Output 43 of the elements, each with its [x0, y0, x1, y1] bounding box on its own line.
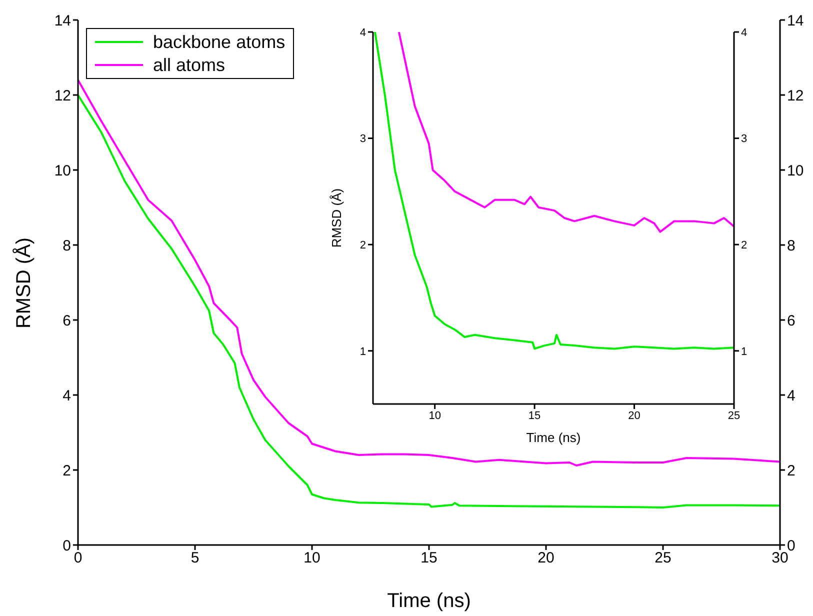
y2-tick-label: 4 [741, 26, 748, 39]
y2-tick-label: 3 [741, 133, 748, 146]
y2-tick-label: 8 [787, 237, 796, 254]
y-tick-label: 2 [62, 462, 71, 480]
y-tick-label: 3 [360, 133, 366, 146]
y2-tick-label: 14 [787, 12, 804, 30]
y-tick-label: 2 [360, 239, 366, 252]
x-tick-label: 10 [428, 410, 441, 422]
y2-tick-label: 1 [741, 346, 748, 358]
x-tick-label: 30 [772, 550, 788, 567]
y-tick-label: 4 [360, 26, 366, 39]
x-tick-label: 20 [628, 410, 640, 422]
x-axis-title: Time (ns) [387, 589, 471, 613]
y2-tick-label: 2 [787, 462, 796, 480]
line-series [374, 32, 734, 350]
x-tick-label: 20 [538, 550, 554, 567]
y-tick-label: 4 [62, 387, 71, 404]
y2-tick-label: 2 [741, 239, 748, 252]
x-tick-label: 10 [304, 550, 320, 567]
x-tick-label: 25 [654, 550, 672, 567]
x-tick-label: 25 [728, 410, 740, 422]
x-tick-label: 15 [420, 550, 438, 567]
y-axis-title: RMSD (Å) [12, 236, 36, 328]
x-axis-title: Time (ns) [526, 430, 581, 446]
y-tick-label: 12 [54, 87, 71, 104]
x-tick-label: 0 [74, 550, 82, 567]
y-tick-label: 8 [62, 237, 71, 254]
x-tick-label: 5 [190, 550, 200, 567]
y-tick-label: 1 [360, 346, 366, 358]
y2-tick-label: 0 [787, 537, 796, 554]
y-tick-label: 0 [62, 537, 71, 554]
x-tick-label: 15 [528, 410, 541, 422]
y2-tick-label: 4 [787, 387, 796, 404]
legend-label: all atoms [153, 54, 226, 76]
y-tick-label: 6 [62, 312, 71, 330]
y-tick-label: 14 [54, 12, 71, 30]
y-tick-label: 10 [54, 162, 71, 180]
y2-tick-label: 12 [787, 87, 804, 104]
y-axis-title: RMSD (Å) [329, 188, 345, 248]
legend-label: backbone atoms [153, 31, 286, 54]
y2-tick-label: 10 [787, 162, 804, 180]
line-series [398, 32, 734, 233]
y2-tick-label: 6 [787, 312, 796, 330]
